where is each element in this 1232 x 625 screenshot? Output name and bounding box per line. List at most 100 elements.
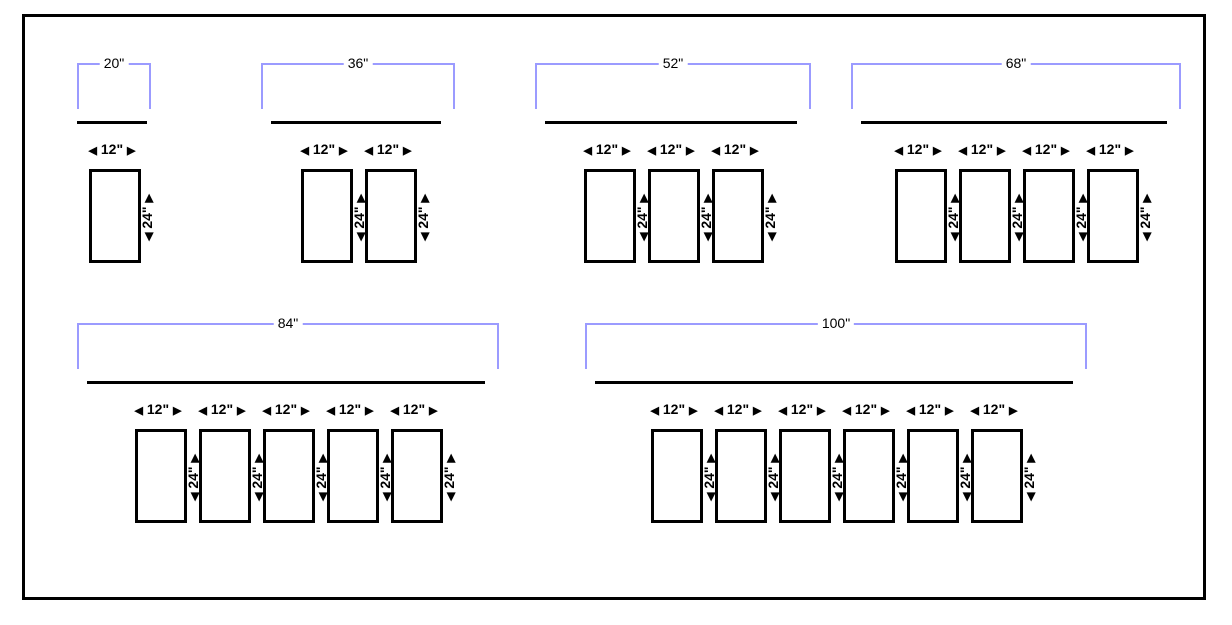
box-width-label: ◀ 12" ▶ bbox=[640, 141, 702, 157]
arrow-up-icon: ▶ bbox=[143, 194, 155, 202]
width-reference-bar bbox=[271, 121, 441, 124]
box-width-value: 12" bbox=[791, 401, 813, 417]
box-height-value: 24" bbox=[415, 206, 431, 228]
unit-box bbox=[715, 429, 767, 523]
unit-box bbox=[651, 429, 703, 523]
unit-box bbox=[327, 429, 379, 523]
box-width-label: ◀ 12" ▶ bbox=[963, 401, 1025, 417]
width-reference-bar bbox=[861, 121, 1167, 124]
arrow-up-icon: ▶ bbox=[1141, 194, 1153, 202]
width-reference-bar bbox=[87, 381, 485, 384]
arrow-left-icon: ◀ bbox=[959, 144, 967, 157]
box-width-value: 12" bbox=[727, 401, 749, 417]
arrow-down-icon: ◀ bbox=[1025, 493, 1037, 501]
box-height-label: ◀ 24" ▶ bbox=[1137, 185, 1153, 241]
arrow-right-icon: ▶ bbox=[339, 144, 347, 157]
arrow-down-icon: ◀ bbox=[143, 233, 155, 241]
arrow-left-icon: ◀ bbox=[365, 144, 373, 157]
box-height-label: ◀ 24" ▶ bbox=[139, 185, 155, 241]
box-width-label: ◀ 12" ▶ bbox=[887, 141, 949, 157]
unit-box bbox=[779, 429, 831, 523]
box-width-label: ◀ 12" ▶ bbox=[771, 401, 833, 417]
unit-box bbox=[907, 429, 959, 523]
page: 20"◀ 12" ▶◀ 24" ▶36"◀ 12" ▶◀ 24" ▶◀ 12" … bbox=[0, 0, 1232, 625]
arrow-left-icon: ◀ bbox=[1087, 144, 1095, 157]
box-width-label: ◀ 12" ▶ bbox=[643, 401, 705, 417]
arrow-left-icon: ◀ bbox=[301, 144, 309, 157]
arrow-right-icon: ▶ bbox=[429, 404, 437, 417]
box-width-label: ◀ 12" ▶ bbox=[357, 141, 419, 157]
arrow-right-icon: ▶ bbox=[753, 404, 761, 417]
total-width-label: 52" bbox=[659, 55, 688, 71]
arrow-right-icon: ▶ bbox=[997, 144, 1005, 157]
unit-box bbox=[895, 169, 947, 263]
box-width-label: ◀ 12" ▶ bbox=[576, 141, 638, 157]
arrow-up-icon: ▶ bbox=[419, 194, 431, 202]
arrow-down-icon: ◀ bbox=[766, 233, 778, 241]
arrow-right-icon: ▶ bbox=[945, 404, 953, 417]
box-width-label: ◀ 12" ▶ bbox=[383, 401, 445, 417]
box-height-value: 24" bbox=[441, 466, 457, 488]
unit-box bbox=[365, 169, 417, 263]
box-height-value: 24" bbox=[1021, 466, 1037, 488]
arrow-right-icon: ▶ bbox=[1125, 144, 1133, 157]
total-width-bracket: 100" bbox=[585, 323, 1087, 369]
box-width-value: 12" bbox=[724, 141, 746, 157]
box-width-label: ◀ 12" ▶ bbox=[1079, 141, 1141, 157]
unit-box bbox=[391, 429, 443, 523]
box-width-label: ◀ 12" ▶ bbox=[951, 141, 1013, 157]
box-width-value: 12" bbox=[377, 141, 399, 157]
unit-box bbox=[89, 169, 141, 263]
total-width-bracket: 68" bbox=[851, 63, 1181, 109]
box-width-value: 12" bbox=[1035, 141, 1057, 157]
unit-box bbox=[1023, 169, 1075, 263]
arrow-right-icon: ▶ bbox=[301, 404, 309, 417]
box-width-label: ◀ 12" ▶ bbox=[1015, 141, 1077, 157]
box-width-label: ◀ 12" ▶ bbox=[255, 401, 317, 417]
box-width-label: ◀ 12" ▶ bbox=[319, 401, 381, 417]
box-width-value: 12" bbox=[983, 401, 1005, 417]
arrow-left-icon: ◀ bbox=[651, 404, 659, 417]
box-width-value: 12" bbox=[663, 401, 685, 417]
arrow-left-icon: ◀ bbox=[199, 404, 207, 417]
box-width-value: 12" bbox=[596, 141, 618, 157]
box-width-value: 12" bbox=[275, 401, 297, 417]
box-width-value: 12" bbox=[147, 401, 169, 417]
arrow-left-icon: ◀ bbox=[715, 404, 723, 417]
arrow-left-icon: ◀ bbox=[135, 404, 143, 417]
box-height-value: 24" bbox=[762, 206, 778, 228]
total-width-label: 100" bbox=[818, 315, 854, 331]
box-width-value: 12" bbox=[1099, 141, 1121, 157]
arrow-right-icon: ▶ bbox=[1009, 404, 1017, 417]
arrow-up-icon: ▶ bbox=[766, 194, 778, 202]
box-width-value: 12" bbox=[855, 401, 877, 417]
box-width-value: 12" bbox=[211, 401, 233, 417]
width-reference-bar bbox=[545, 121, 797, 124]
arrow-right-icon: ▶ bbox=[750, 144, 758, 157]
arrow-left-icon: ◀ bbox=[1023, 144, 1031, 157]
arrow-right-icon: ▶ bbox=[686, 144, 694, 157]
box-height-label: ◀ 24" ▶ bbox=[1021, 445, 1037, 501]
box-height-label: ◀ 24" ▶ bbox=[762, 185, 778, 241]
box-width-label: ◀ 12" ▶ bbox=[81, 141, 143, 157]
unit-box bbox=[648, 169, 700, 263]
arrow-right-icon: ▶ bbox=[173, 404, 181, 417]
arrow-right-icon: ▶ bbox=[817, 404, 825, 417]
arrow-left-icon: ◀ bbox=[895, 144, 903, 157]
arrow-right-icon: ▶ bbox=[237, 404, 245, 417]
arrow-right-icon: ▶ bbox=[1061, 144, 1069, 157]
arrow-left-icon: ◀ bbox=[712, 144, 720, 157]
arrow-down-icon: ◀ bbox=[419, 233, 431, 241]
arrow-left-icon: ◀ bbox=[584, 144, 592, 157]
box-height-label: ◀ 24" ▶ bbox=[415, 185, 431, 241]
width-reference-bar bbox=[595, 381, 1073, 384]
arrow-left-icon: ◀ bbox=[843, 404, 851, 417]
box-width-value: 12" bbox=[403, 401, 425, 417]
arrow-up-icon: ▶ bbox=[445, 454, 457, 462]
unit-box bbox=[843, 429, 895, 523]
total-width-bracket: 84" bbox=[77, 323, 499, 369]
width-reference-bar bbox=[77, 121, 147, 124]
box-width-label: ◀ 12" ▶ bbox=[707, 401, 769, 417]
box-height-value: 24" bbox=[1137, 206, 1153, 228]
unit-box bbox=[959, 169, 1011, 263]
